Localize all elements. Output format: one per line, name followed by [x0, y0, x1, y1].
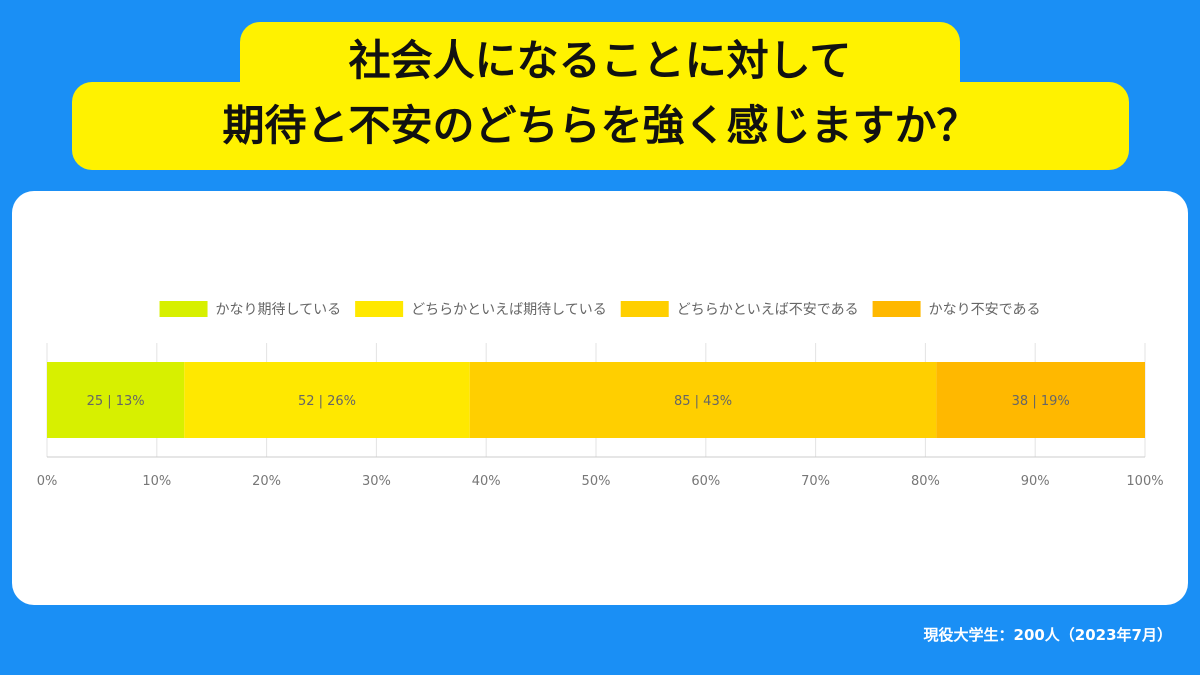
footnote: 現役大学生：200人（2023年7月） [923, 626, 1173, 644]
legend-label: かなり不安である [929, 302, 1041, 318]
data-label: 85 | 43% [674, 394, 732, 409]
x-tick-label: 10% [142, 474, 171, 489]
x-tick-label: 30% [362, 474, 391, 489]
x-tick-label: 20% [252, 474, 281, 489]
legend-swatch [355, 301, 404, 317]
bar-segment [469, 362, 937, 438]
legend-swatch [620, 301, 669, 317]
stacked-bar-chart: 0% 10% 20% 30% 40% 50% 60% 70% 80% 90% 100% 25 | 13… [37, 301, 1164, 489]
x-tick-label: 60% [691, 474, 720, 489]
bar-segment [936, 362, 1145, 438]
bar-segment [184, 362, 470, 438]
chart-card: 0% 10% 20% 30% 40% 50% 60% 70% 80% 90% 100% 25 | 13… [12, 191, 1188, 605]
x-tick-label: 70% [801, 474, 830, 489]
legend-label: どちらかといえば不安である [677, 302, 859, 318]
title-banner: 社会人になることに対して 期待と不安のどちらを強く感じますか？ [0, 0, 1200, 190]
title-line-2: 期待と不安のどちらを強く感じますか？ [72, 82, 1129, 170]
x-tick-label: 90% [1021, 474, 1050, 489]
x-tick-label: 50% [582, 474, 611, 489]
legend-swatch [159, 301, 208, 317]
data-label: 52 | 26% [298, 394, 356, 409]
legend-swatch [872, 301, 921, 317]
data-label: 25 | 13% [87, 394, 145, 409]
legend-label: かなり期待している [216, 302, 342, 318]
x-tick-label: 100% [1126, 474, 1163, 489]
x-tick-label: 80% [911, 474, 940, 489]
bar-segment [47, 362, 185, 438]
x-tick-label: 0% [37, 474, 58, 489]
data-label: 38 | 19% [1012, 394, 1070, 409]
legend-label: どちらかといえば期待している [411, 302, 607, 318]
x-tick-label: 40% [472, 474, 501, 489]
